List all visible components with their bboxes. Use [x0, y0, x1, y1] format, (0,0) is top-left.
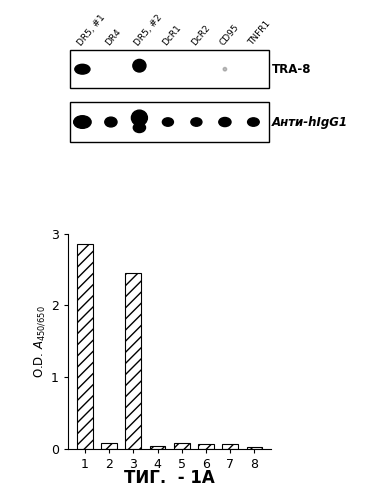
Text: DR4: DR4 [104, 27, 123, 47]
Bar [247, 447, 262, 449]
Ellipse shape [248, 118, 259, 126]
Bar [174, 443, 190, 449]
FancyBboxPatch shape [70, 50, 270, 88]
Text: CD95: CD95 [218, 22, 241, 47]
Ellipse shape [75, 64, 90, 74]
Text: TNFR1: TNFR1 [247, 19, 272, 47]
Ellipse shape [105, 117, 117, 127]
Text: DR5, #1: DR5, #1 [75, 12, 107, 47]
Ellipse shape [74, 116, 91, 128]
Text: DcR2: DcR2 [190, 23, 211, 47]
Bar [222, 444, 238, 449]
Ellipse shape [162, 118, 173, 126]
Bar [198, 444, 214, 449]
Ellipse shape [191, 118, 202, 126]
Text: DR5, #2: DR5, #2 [132, 12, 164, 47]
FancyBboxPatch shape [70, 102, 270, 142]
Text: Анти-hIgG1: Анти-hIgG1 [271, 116, 348, 129]
Ellipse shape [223, 67, 227, 71]
Text: DcR1: DcR1 [161, 23, 183, 47]
Ellipse shape [132, 110, 147, 126]
Bar [126, 273, 141, 449]
Ellipse shape [133, 59, 146, 72]
Bar [77, 245, 93, 449]
Text: TRA-8: TRA-8 [271, 63, 311, 76]
Text: ΤИГ.  - 1A: ΤИГ. - 1A [124, 469, 215, 487]
Y-axis label: O.D. $A_{450/650}$: O.D. $A_{450/650}$ [32, 305, 47, 378]
Ellipse shape [133, 123, 146, 133]
Bar [101, 443, 117, 449]
Ellipse shape [219, 117, 231, 127]
Bar [150, 446, 166, 449]
